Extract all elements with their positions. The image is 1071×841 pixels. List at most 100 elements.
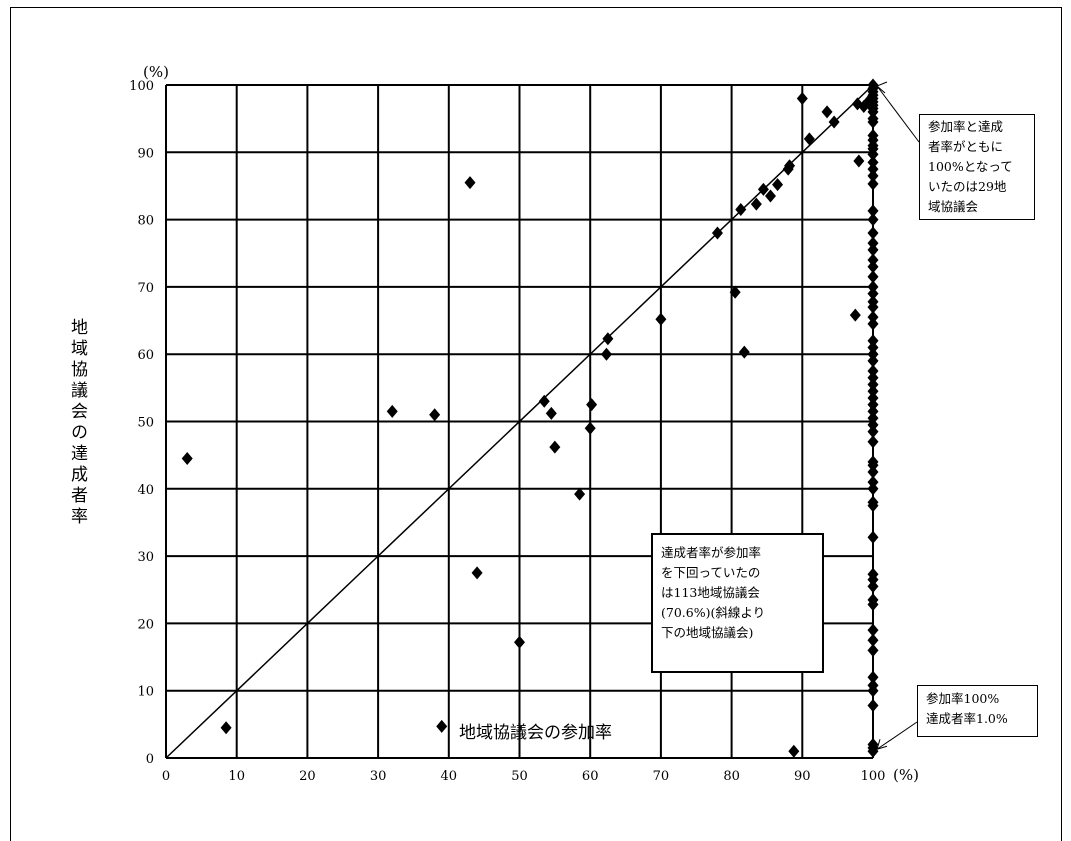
y-tick-label: 90: [137, 146, 154, 161]
data-point: [514, 635, 525, 649]
data-point: [464, 176, 476, 190]
data-point: [867, 623, 879, 637]
data-point: [867, 340, 879, 354]
data-point: [867, 633, 879, 647]
data-point: [796, 91, 808, 105]
data-point: [386, 404, 398, 418]
y-unit-label: (%): [143, 63, 169, 81]
data-point: [867, 404, 879, 418]
data-point: [867, 530, 879, 544]
data-point: [828, 115, 840, 129]
data-point: [574, 487, 586, 501]
y-tick-label: 60: [137, 348, 154, 363]
data-point: [549, 440, 561, 454]
callout-arrowhead: [876, 81, 888, 94]
y-tick-label: 50: [137, 416, 154, 431]
data-point: [867, 204, 879, 218]
data-point: [867, 213, 879, 227]
x-tick-label: 70: [653, 769, 670, 784]
data-point: [867, 317, 879, 331]
x-tick-label: 20: [299, 769, 316, 784]
x-axis-title: 地域協議会の参加率: [459, 723, 612, 743]
data-point: [729, 285, 741, 299]
data-point: [867, 347, 879, 361]
x-tick-label: 90: [794, 769, 811, 784]
data-point: [867, 411, 879, 425]
y-tick-label: 40: [137, 483, 154, 498]
tick-labels: 0 10 20 30 40 50 60 70 80 90 100 0 10 20 30 40 50 60 70 80 9…: [129, 79, 885, 784]
data-point: [735, 203, 747, 217]
data-point: [538, 394, 550, 408]
y-tick-label: 0: [146, 752, 154, 767]
data-point: [867, 643, 879, 657]
data-point: [867, 579, 879, 593]
data-point: [867, 391, 879, 405]
data-point: [757, 182, 769, 196]
data-point: [867, 684, 879, 698]
data-point: [586, 398, 598, 412]
data-point: [867, 147, 879, 161]
data-point: [867, 243, 879, 257]
data-point: [867, 169, 879, 183]
data-point: [867, 418, 879, 432]
data-point: [867, 334, 879, 348]
y-axis-title: 地域協議会の達成者率: [67, 318, 87, 528]
data-point: [853, 154, 865, 168]
y-tick-label: 20: [137, 617, 154, 632]
data-point: [867, 499, 879, 513]
x-unit-label: (%): [893, 766, 919, 784]
data-point: [867, 354, 879, 368]
data-point: [600, 347, 612, 361]
data-point: [738, 345, 750, 359]
data-point: [436, 719, 448, 733]
data-point: [867, 371, 879, 385]
data-point: [429, 408, 441, 422]
data-point: [750, 197, 762, 211]
annotation-all-100: 参加率と達成 者率がともに 100%となって いたのは29地 域協議会: [919, 114, 1035, 220]
data-point: [220, 721, 232, 735]
data-point: [867, 280, 879, 294]
data-point: [867, 253, 879, 267]
data-point: [867, 458, 879, 472]
callout-arrow: [876, 85, 920, 143]
data-point: [867, 573, 879, 587]
data-point: [803, 132, 815, 146]
x-tick-label: 80: [723, 769, 740, 784]
data-point: [867, 177, 879, 191]
y-tick-label: 80: [137, 214, 154, 229]
data-point: [867, 260, 879, 274]
data-point: [545, 406, 557, 420]
data-point: [867, 699, 879, 713]
callout-arrows: [876, 81, 920, 751]
data-point: [788, 744, 800, 758]
annotation-below-diagonal: 達成者率が参加率 を下回っていたの は113地域協議会 (70.6%)(斜線より…: [651, 533, 824, 673]
chart-frame: [10, 7, 1062, 841]
data-point: [867, 300, 879, 314]
annotation-low-achiever: 参加率100% 達成者率1.0%: [917, 685, 1038, 737]
data-point: [867, 598, 879, 612]
data-point: [867, 115, 879, 129]
x-tick-label: 50: [511, 769, 528, 784]
data-point: [867, 236, 879, 250]
data-point: [867, 465, 879, 479]
reference-line: [165, 84, 874, 759]
y-tick-label: 70: [137, 281, 154, 296]
data-point: [584, 421, 596, 435]
data-point: [764, 189, 776, 203]
data-point: [867, 105, 879, 119]
data-point: [867, 377, 879, 391]
data-point: [867, 287, 879, 301]
x-tick-label: 100: [861, 769, 886, 784]
data-point: [655, 312, 667, 326]
data-point: [867, 226, 879, 240]
data-points: [181, 78, 879, 758]
data-point: [867, 482, 879, 496]
y-tick-label: 10: [137, 685, 154, 700]
data-point: [867, 435, 879, 449]
y-tick-label: 100: [129, 79, 154, 94]
data-point: [867, 744, 879, 758]
callout-arrow: [876, 721, 918, 750]
data-point: [867, 310, 879, 324]
x-tick-label: 10: [228, 769, 245, 784]
data-point: [867, 670, 879, 684]
